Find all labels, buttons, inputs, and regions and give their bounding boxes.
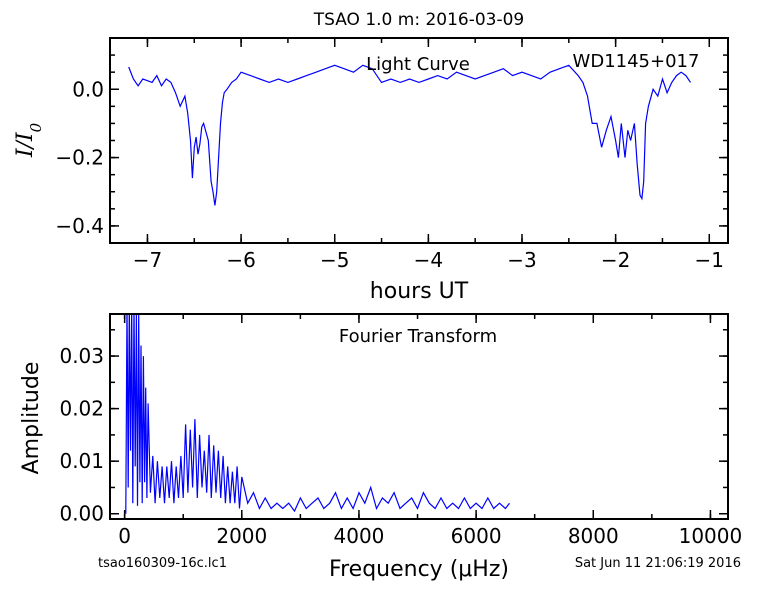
light-curve-x-tick-label: −1 bbox=[695, 248, 724, 272]
light-curve-x-tick-label: −3 bbox=[507, 248, 536, 272]
fourier-y-tick-label: 0.00 bbox=[59, 502, 104, 526]
footer-timestamp: Sat Jun 11 21:06:19 2016 bbox=[575, 556, 741, 571]
fourier-x-tick-label: 6000 bbox=[451, 524, 502, 548]
fourier-x-axis-label: Frequency (μHz) bbox=[329, 557, 509, 582]
light-curve-x-axis-label: hours UT bbox=[370, 279, 469, 304]
light-curve-line bbox=[128, 64, 691, 206]
light-curve-x-tick-label: −7 bbox=[133, 248, 162, 272]
fourier-annotation: Fourier Transform bbox=[339, 326, 497, 347]
light-curve-y-tick-label: −0.4 bbox=[55, 214, 104, 238]
figure-title: TSAO 1.0 m: 2016-03-09 bbox=[313, 10, 525, 30]
footer-filename: tsao160309-16c.lc1 bbox=[98, 556, 227, 571]
fourier-line bbox=[125, 315, 510, 514]
light-curve-x-tick-label: −2 bbox=[601, 248, 630, 272]
fourier-x-tick-label: 0 bbox=[118, 524, 131, 548]
fourier-frame bbox=[109, 313, 729, 520]
fourier-x-tick-label: 2000 bbox=[216, 524, 267, 548]
fourier-y-tick-label: 0.02 bbox=[59, 397, 104, 421]
light-curve-x-tick-label: −5 bbox=[320, 248, 349, 272]
light-curve-ticks: −7 −6 −5 −4 −3 −2 −1 0.0 −0.2 −0.4 bbox=[55, 37, 728, 272]
fourier-y-tick-label: 0.01 bbox=[59, 449, 104, 473]
fourier-x-tick-label: 4000 bbox=[334, 524, 385, 548]
fourier-ticks: 0 2000 4000 6000 8000 10000 0.00 0.01 0.02 0.03 bbox=[59, 314, 742, 548]
fourier-y-tick-label: 0.03 bbox=[59, 344, 104, 368]
object-name-annotation: WD1145+017 bbox=[573, 51, 700, 72]
fourier-x-tick-label: 10000 bbox=[679, 524, 743, 548]
light-curve-x-tick-label: −4 bbox=[414, 248, 443, 272]
light-curve-annotation: Light Curve bbox=[366, 54, 470, 75]
light-curve-y-tick-label: 0.0 bbox=[72, 77, 104, 101]
fourier-y-axis-label: Amplitude bbox=[19, 362, 44, 475]
light-curve-y-tick-label: −0.2 bbox=[55, 146, 104, 170]
light-curve-panel: −7 −6 −5 −4 −3 −2 −1 0.0 −0.2 −0.4 Light Curve WD… bbox=[13, 37, 729, 304]
fourier-x-tick-label: 8000 bbox=[568, 524, 619, 548]
light-curve-x-tick-label: −6 bbox=[226, 248, 255, 272]
light-curve-y-axis-label: I/I0 bbox=[13, 122, 45, 158]
fourier-panel: 0 2000 4000 6000 8000 10000 0.00 0.01 0.02 0.03 F… bbox=[19, 313, 742, 582]
